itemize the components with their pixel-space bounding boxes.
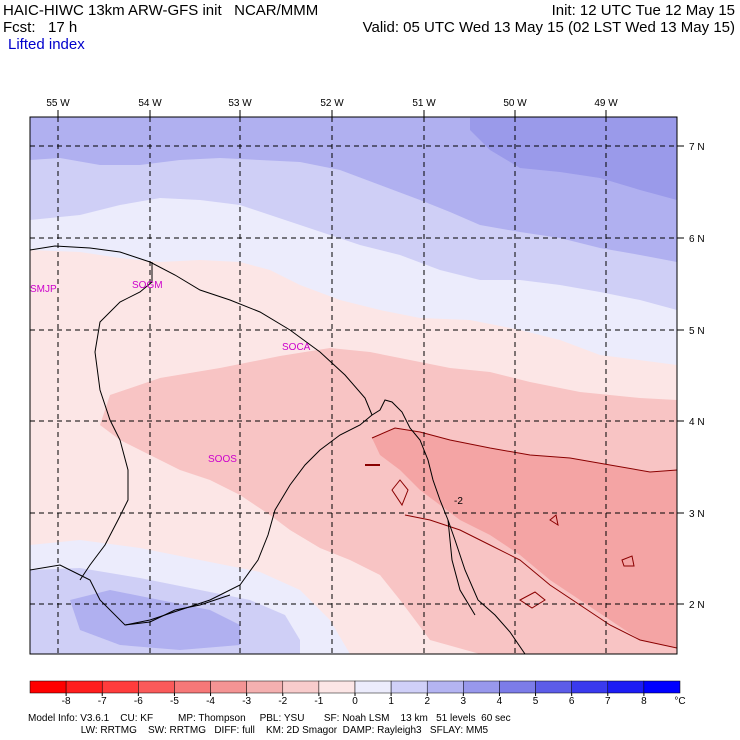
coastline: [30, 245, 526, 654]
field-band-neg2: [100, 348, 677, 654]
colorbar-tick-label: 1: [388, 696, 394, 707]
contour-value-label: -2: [454, 496, 463, 507]
colorbar-tick-label: 6: [569, 696, 575, 707]
station-label-soca: SOCA: [282, 342, 311, 353]
colorbar-swatch: [138, 680, 175, 694]
lat-label-3n: 3 N: [689, 509, 705, 520]
lat-label-5n: 5 N: [689, 326, 705, 337]
colorbar-swatch: [643, 680, 681, 694]
colorbar-swatch: [390, 680, 428, 694]
colorbar-tick-label: -4: [206, 696, 215, 707]
model-info-line1: Model Info: V3.6.1 CU: KF MP: Thompson P…: [28, 713, 511, 724]
colorbar: -8 -7 -6 -5 -4 -3 -2 -1 0 1 2 3 4 5 6 7 8: [29, 680, 681, 707]
colorbar-swatch: [535, 680, 572, 694]
station-label-smjp: SMJP: [30, 284, 57, 295]
colorbar-swatch: [571, 680, 609, 694]
colorbar-swatch: [607, 680, 645, 694]
colorbar-tick-label: 7: [605, 696, 611, 707]
colorbar-tick-label: 4: [497, 696, 503, 707]
map-frame: [29, 116, 678, 655]
init-time: Init: 12 UTC Tue 12 May 15: [551, 2, 735, 19]
lat-label-7n: 7 N: [689, 142, 705, 153]
colorbar-swatch: [463, 680, 500, 694]
contour-minus2-blob2: [519, 591, 546, 609]
lon-label-55w: 55 W: [46, 98, 70, 109]
station-label-soos: SOOS: [208, 454, 237, 465]
forecast-hour: Fcst: 17 h: [3, 19, 78, 36]
lat-label-6n: 6 N: [689, 234, 705, 245]
contour-minus2: [371, 427, 677, 473]
colorbar-tick-label: 5: [533, 696, 539, 707]
lon-label-51w: 51 W: [412, 98, 436, 109]
field-name: Lifted index: [8, 36, 85, 53]
axis-ticks: [57, 110, 684, 605]
colorbar-tick-label: -8: [62, 696, 71, 707]
colorbar-tick-label: -6: [134, 696, 143, 707]
border-brazil: [447, 519, 476, 616]
colorbar-tick-label: -5: [170, 696, 179, 707]
colorbar-swatch: [210, 680, 247, 694]
model-info-line2: LW: RRTMG SW: RRTMG DIFF: full KM: 2D Sm…: [28, 725, 489, 736]
lon-label-52w: 52 W: [320, 98, 344, 109]
contour-minus2-blob: [391, 479, 409, 507]
contour-minus2-south: [404, 514, 677, 649]
colorbar-tick-label: 3: [461, 696, 467, 707]
field-band-pos4: [470, 117, 677, 200]
field-band-neg3: [372, 428, 677, 648]
colorbar-tick-label: -1: [314, 696, 323, 707]
colorbar-swatch: [318, 680, 356, 694]
colorbar-swatch: [282, 680, 320, 694]
lat-label-4n: 4 N: [689, 417, 705, 428]
colorbar-swatch: [101, 680, 139, 694]
map-title: HAIC-HIWC 13km ARW-GFS init NCAR/MMM: [3, 2, 319, 19]
lat-label-2n: 2 N: [689, 600, 705, 611]
colorbar-swatch: [246, 680, 284, 694]
colorbar-tick-label: 2: [424, 696, 430, 707]
colorbar-tick-label: 0: [352, 696, 358, 707]
station-label-sogm: SOGM: [132, 280, 163, 291]
lon-label-50w: 50 W: [503, 98, 527, 109]
contour-minus2-blob3: [621, 555, 635, 567]
colorbar-swatch: [426, 680, 464, 694]
lon-label-54w: 54 W: [138, 98, 162, 109]
colorbar-swatch: [174, 680, 211, 694]
valid-time: Valid: 05 UTC Wed 13 May 15 (02 LST Wed …: [362, 19, 735, 36]
colorbar-tick-label: -2: [278, 696, 287, 707]
colorbar-swatch: [354, 680, 392, 694]
border-south: [124, 594, 231, 626]
colorbar-swatch: [65, 680, 103, 694]
lon-label-53w: 53 W: [228, 98, 252, 109]
colorbar-swatch: [499, 680, 536, 694]
colorbar-tick-label: 8: [641, 696, 647, 707]
colorbar-tick-label: -3: [242, 696, 251, 707]
colorbar-tick-label: -7: [98, 696, 107, 707]
colorbar-unit: °C: [674, 696, 685, 707]
contour-minus2-blob4: [549, 514, 559, 527]
border-suriname-guyana: [79, 262, 153, 581]
colorbar-swatch: [29, 680, 67, 694]
lon-label-49w: 49 W: [594, 98, 618, 109]
